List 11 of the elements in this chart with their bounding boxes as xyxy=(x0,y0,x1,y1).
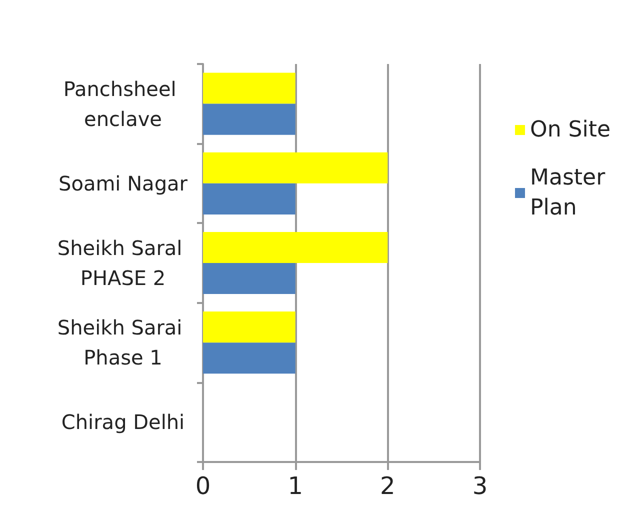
y-tick-label: Panchsheel enclave xyxy=(63,76,183,131)
legend-label: Master Plan xyxy=(530,166,612,220)
x-tick-label: 1 xyxy=(288,472,303,500)
y-tick-label: Sheikh Sarai Phase 1 xyxy=(57,316,189,370)
x-tick-label: 2 xyxy=(380,472,396,500)
x-tick-label: 3 xyxy=(472,472,488,500)
legend-label: On Site xyxy=(530,118,610,142)
y-tick-label: Sheikh Saral PHASE 2 xyxy=(57,236,189,290)
y-tick-label: Soami Nagar xyxy=(58,171,188,196)
x-tick-label: 0 xyxy=(195,472,211,500)
y-tick-label: Chirag Delhi xyxy=(61,410,185,434)
